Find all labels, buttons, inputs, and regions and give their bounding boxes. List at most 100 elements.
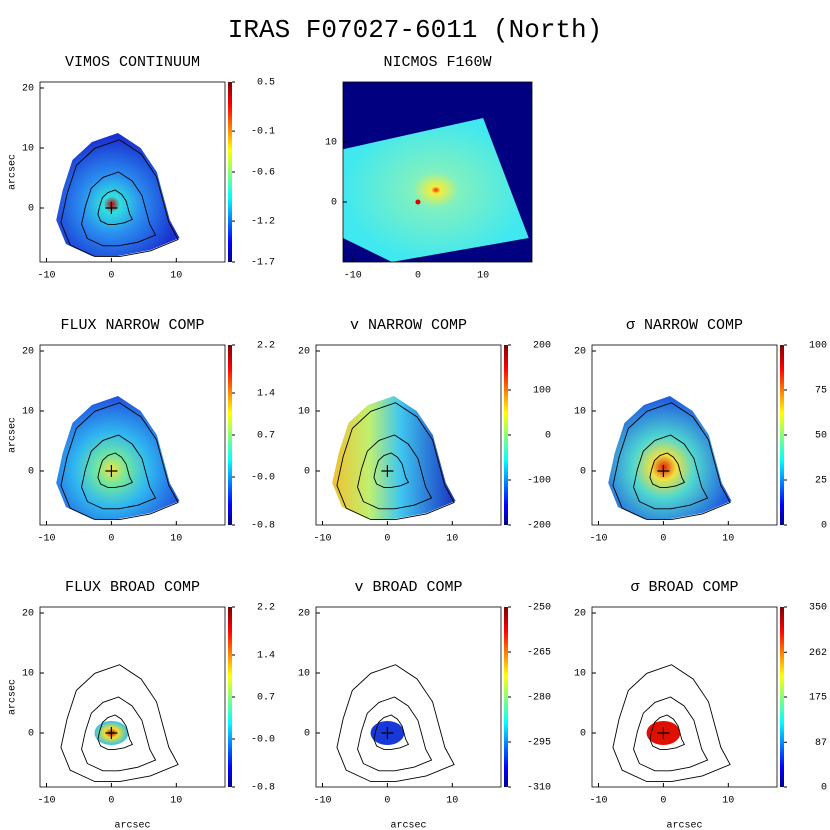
panel-title: FLUX BROAD COMP <box>65 579 200 596</box>
y-tick-label: 10 <box>22 669 34 680</box>
y-tick-label: 10 <box>574 407 586 418</box>
x-tick-label: -10 <box>589 796 607 807</box>
center-cross <box>105 727 118 739</box>
nucleus <box>415 199 421 205</box>
contour <box>612 402 731 521</box>
colorbar-tick-label: -1.7 <box>251 258 275 269</box>
contour <box>612 664 731 783</box>
y-tick-label: 0 <box>28 729 34 740</box>
x-tick-label: -10 <box>589 534 607 545</box>
colorbar-tick-label: 2.2 <box>257 341 275 352</box>
contour <box>81 434 157 510</box>
contour <box>373 714 410 750</box>
colorbar-tick-label: 2.2 <box>257 603 275 614</box>
axes-frame <box>39 344 226 526</box>
center-cross <box>381 465 394 477</box>
x-tick-label: 0 <box>108 796 114 807</box>
contour <box>336 402 455 521</box>
colorbar <box>504 607 508 787</box>
colorbar-tick-label: 1.4 <box>257 389 275 400</box>
y-tick-label: 10 <box>22 144 34 155</box>
axes-frame <box>39 606 226 788</box>
x-tick-label: 10 <box>446 534 458 545</box>
colorbar <box>780 607 784 787</box>
y-tick-label: 20 <box>22 609 34 620</box>
x-tick-label: 0 <box>384 796 390 807</box>
emission-map <box>332 396 456 519</box>
y-tick-label: 0 <box>304 729 310 740</box>
contour <box>357 434 433 510</box>
contour <box>649 714 686 750</box>
axes-frame <box>315 606 502 788</box>
x-tick-label: -10 <box>313 796 331 807</box>
y-tick-label: 10 <box>298 669 310 680</box>
colorbar-tick-label: -1.2 <box>251 217 275 228</box>
contour <box>60 139 179 258</box>
colorbar <box>228 345 232 525</box>
colorbar-tick-label: -280 <box>527 693 551 704</box>
y-axis-label: arcsec <box>8 154 19 190</box>
y-tick-label: 0 <box>304 467 310 478</box>
colorbar-tick-label: -0.8 <box>251 783 275 794</box>
y-tick-label: 0 <box>28 467 34 478</box>
colorbar-tick-label: 0.7 <box>257 431 275 442</box>
colorbar-tick-label: -0.1 <box>251 127 275 138</box>
y-tick-label: 20 <box>22 347 34 358</box>
contour <box>81 696 157 772</box>
emission-map <box>56 133 180 256</box>
x-tick-label: 10 <box>477 271 489 282</box>
colorbar <box>780 345 784 525</box>
colorbar-tick-label: -100 <box>527 476 551 487</box>
colorbar-tick-label: 200 <box>533 341 551 352</box>
x-tick-label: -10 <box>344 271 362 282</box>
y-tick-label: 20 <box>298 609 310 620</box>
x-tick-label: 0 <box>108 534 114 545</box>
colorbar-tick-label: -0.0 <box>251 473 275 484</box>
colorbar-tick-label: -250 <box>527 603 551 614</box>
panel-title: VIMOS CONTINUUM <box>65 54 200 71</box>
y-tick-label: 10 <box>574 669 586 680</box>
x-axis-label: arcsec <box>390 821 426 830</box>
contour <box>649 452 686 488</box>
x-axis-label: arcsec <box>114 821 150 830</box>
colorbar-tick-label: 75 <box>815 386 827 397</box>
x-tick-label: -10 <box>37 534 55 545</box>
contour <box>60 664 179 783</box>
y-tick-label: 0 <box>580 467 586 478</box>
colorbar-tick-label: 175 <box>809 693 827 704</box>
y-tick-label: 0 <box>331 198 337 209</box>
contour <box>633 696 709 772</box>
y-tick-label: 10 <box>325 138 337 149</box>
axes-frame <box>591 606 778 788</box>
center-cross <box>105 465 118 477</box>
center-cross <box>657 727 670 739</box>
center-cross <box>657 465 670 477</box>
contour <box>357 696 433 772</box>
colorbar-tick-label: -0.0 <box>251 735 275 746</box>
colorbar-tick-label: 1.4 <box>257 651 275 662</box>
x-axis-label: arcsec <box>666 821 702 830</box>
axes-frame <box>591 344 778 526</box>
x-tick-label: 10 <box>170 534 182 545</box>
figure-title: IRAS F07027-6011 (North) <box>228 15 602 45</box>
x-tick-label: 0 <box>384 534 390 545</box>
contour <box>633 434 709 510</box>
contour <box>97 452 134 488</box>
axes-frame <box>315 344 502 526</box>
colorbar-tick-label: -295 <box>527 738 551 749</box>
colorbar <box>228 82 232 262</box>
y-tick-label: 20 <box>22 84 34 95</box>
y-axis-label: arcsec <box>8 417 19 453</box>
x-tick-label: 10 <box>170 796 182 807</box>
colorbar-tick-label: 87 <box>815 738 827 749</box>
image-footprint <box>343 118 529 262</box>
y-tick-label: 20 <box>298 347 310 358</box>
colorbar-tick-label: 25 <box>815 476 827 487</box>
colorbar-tick-label: 100 <box>809 341 827 352</box>
y-axis-label: arcsec <box>8 679 19 715</box>
colorbar-tick-label: -200 <box>527 521 551 532</box>
colorbar-tick-label: 0 <box>545 431 551 442</box>
y-tick-label: 20 <box>574 609 586 620</box>
y-tick-label: 10 <box>22 407 34 418</box>
